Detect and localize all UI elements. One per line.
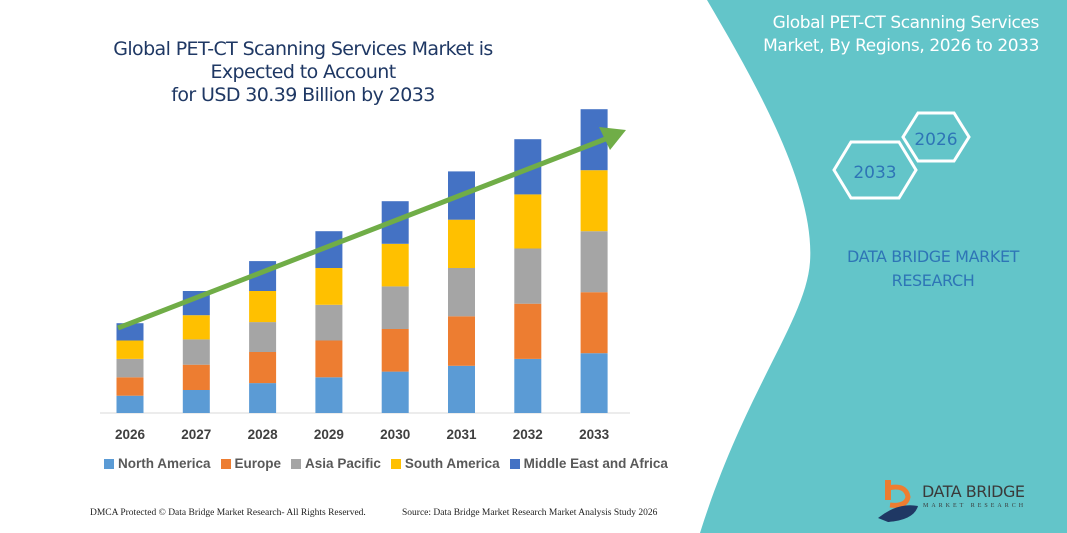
bar-segment-2031-south-america	[448, 219, 475, 268]
hexagon-2026	[901, 111, 971, 163]
bar-segment-2031-europe	[448, 316, 475, 366]
legend-label: Asia Pacific	[305, 456, 381, 471]
bar-segment-2027-asia-pacific	[182, 339, 210, 365]
x-tick-label: 2030	[380, 427, 410, 442]
bar-segment-2032-asia-pacific	[514, 248, 542, 304]
legend-swatch	[104, 458, 114, 469]
legend-swatch	[291, 458, 302, 469]
legend-item: North America	[104, 456, 211, 471]
bar-segment-2026-asia-pacific	[116, 358, 144, 378]
bar-segment-2028-north-america	[249, 383, 277, 413]
hexagon-2033-label: 2033	[853, 163, 896, 183]
bar-segment-2032-north-america	[514, 358, 542, 413]
x-tick-label: 2027	[181, 427, 211, 442]
side-panel-title-line1: Global PET-CT Scanning Services	[772, 13, 1040, 33]
side-panel-background	[700, 0, 1067, 533]
x-tick-label: 2026	[115, 427, 146, 442]
legend: North America Europe Asia Pacific South Ame…	[104, 456, 668, 471]
bar-segment-2033-south-america	[580, 170, 608, 232]
chart-title: Global PET-CT Scanning Services Market i…	[80, 38, 526, 107]
trend-arrow	[117, 135, 609, 331]
bar-segment-2028-asia-pacific	[249, 322, 277, 352]
legend-item: South America	[390, 456, 500, 471]
bar-segment-2026-europe	[116, 377, 144, 396]
legend-swatch	[390, 458, 401, 469]
bar-segment-2029-north-america	[315, 377, 343, 413]
x-tick-label: 2032	[513, 427, 543, 442]
chart-title-line2: for USD 30.39 Billion by 2033	[171, 84, 435, 106]
brand-line2: RESEARCH	[891, 271, 975, 290]
x-tick-label: 2033	[579, 427, 610, 442]
x-tick-label: 2031	[446, 427, 477, 442]
bar-segment-2033-europe	[580, 292, 608, 354]
hexagon-2033	[832, 140, 918, 200]
bar-segment-2033-asia-pacific	[580, 231, 608, 293]
legend-item: Middle East and Africa	[509, 456, 668, 471]
legend-label: Middle East and Africa	[523, 456, 668, 471]
bar-segment-2031-north-america	[448, 365, 475, 413]
bar-segment-2026-north-america	[116, 395, 144, 413]
bar-segment-2030-europe	[381, 329, 409, 372]
bar-segment-2027-europe	[182, 364, 210, 390]
legend-label: Europe	[234, 456, 282, 471]
footer-copyright: DMCA Protected © Data Bridge Market Rese…	[90, 508, 366, 518]
brand-text: DATA BRIDGE MARKET RESEARCH	[820, 245, 1046, 293]
x-tick-label: 2029	[314, 427, 344, 442]
bar-segment-2029-south-america	[315, 268, 343, 305]
bar-segment-2032-europe	[514, 303, 542, 359]
bar-segment-2030-south-america	[381, 243, 409, 287]
side-panel-title: Global PET-CT Scanning Services Market, …	[709, 12, 1039, 58]
bar-segment-2027-south-america	[182, 315, 210, 340]
brand-line1: DATA BRIDGE MARKET	[846, 247, 1020, 266]
bar-segment-2032-south-america	[514, 194, 542, 249]
legend-item: Europe	[220, 456, 282, 471]
bar-segment-2031-asia-pacific	[448, 268, 475, 317]
bar-segment-2026-south-america	[116, 340, 144, 359]
logo-sub: MARKET RESEARCH	[923, 503, 1027, 509]
bar-segment-2030-asia-pacific	[381, 286, 409, 329]
hexagon-2026-label: 2026	[914, 130, 957, 150]
legend-label: South America	[404, 456, 500, 471]
chart-title-line1: Global PET-CT Scanning Services Market i…	[113, 38, 493, 83]
legend-swatch	[509, 458, 520, 469]
trend-arrow-head	[599, 127, 626, 150]
bar-segment-2029-europe	[315, 340, 343, 378]
bar-segment-2028-europe	[249, 352, 277, 384]
legend-swatch	[220, 458, 231, 469]
bar-segment-2029-asia-pacific	[315, 304, 343, 341]
bar-segment-2027-north-america	[182, 390, 210, 413]
legend-label: North America	[118, 456, 211, 471]
bar-segment-2030-north-america	[381, 371, 409, 413]
x-tick-label: 2028	[248, 427, 279, 442]
bar-segment-2033-north-america	[580, 353, 608, 413]
bar-segment-2028-south-america	[249, 291, 277, 323]
logo-name: DATA BRIDGE	[922, 482, 1025, 501]
footer-source: Source: Data Bridge Market Research Mark…	[402, 508, 658, 518]
legend-item: Asia Pacific	[291, 456, 381, 471]
logo-icon	[878, 480, 918, 522]
side-panel-title-line2: Market, By Regions, 2026 to 2033	[763, 36, 1039, 56]
